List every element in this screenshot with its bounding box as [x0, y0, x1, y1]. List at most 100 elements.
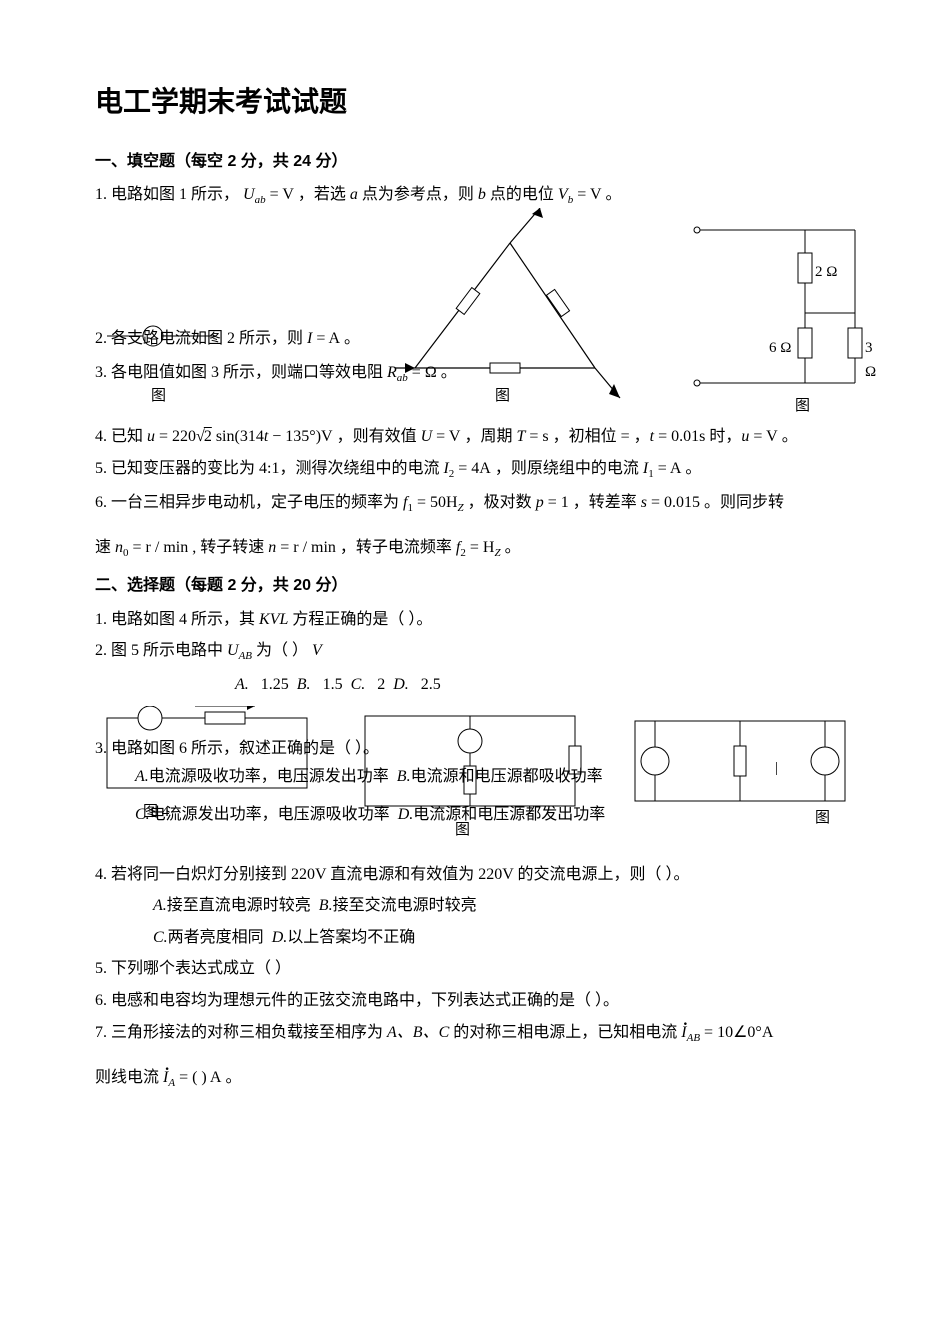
q4-mid4: ，初相位 = ， [553, 428, 650, 445]
q5-eq2: = A [654, 460, 682, 477]
mc4-D: D. [272, 929, 288, 946]
mc-question-2: 2. 图 5 所示电路中 UAB 为（ ） V [95, 638, 865, 666]
mc4-opts-1: A.接至直流电源时较亮 B.接至交流电源时较亮 [153, 893, 865, 919]
q6-hz2: Z [494, 548, 500, 560]
mc3-C: C. [135, 806, 150, 823]
mc2-C: C. [351, 676, 366, 693]
question-6: 6. 一台三相异步电动机，定子电压的频率为 f1 = 50HZ ，极对数 p =… [95, 490, 865, 518]
q4-mid3: ，周期 [464, 428, 516, 445]
q6-mid2: ，转差率 [573, 494, 641, 511]
q1-mid3: 点的电位 [490, 186, 558, 203]
q1-mid2: 点为参考点，则 [362, 186, 478, 203]
mc-question-1: 1. 电路如图 4 所示，其 KVL 方程正确的是（ ）。 [95, 607, 865, 633]
q1-vb-eq: = V [573, 186, 601, 203]
mc2-valC: 2 [377, 676, 385, 693]
mc4-B: B. [319, 897, 333, 914]
mc7-t2: 的对称三相电源上，已知相电流 [449, 1024, 681, 1041]
q6-p: p [536, 494, 544, 511]
q1-eq-v: = V [266, 186, 294, 203]
mc2-options: A. 1.25 B. 1.5 C. 2 D. 2.5 [235, 672, 865, 698]
q5-end: 。 [685, 460, 701, 477]
q6-mid5: ，转子电流频率 [340, 539, 456, 556]
figure-2-svg [395, 208, 625, 408]
question-6-line2: 速 n0 = r / min , 转子转速 n = r / min ，转子电流频… [95, 535, 865, 563]
mc7-abc: A、B、C [387, 1024, 449, 1041]
q4-mid: − 135°)V [268, 428, 332, 445]
fig3-r2: 6 Ω [769, 336, 791, 360]
mc1-t1: 1. 电路如图 4 所示，其 [95, 611, 259, 628]
mc3-B: B. [397, 768, 411, 785]
q1-sub-ab: ab [255, 195, 266, 207]
mc4-Ctxt: 两者亮度相同 [168, 929, 264, 946]
q1-vb: V [558, 186, 568, 203]
mc4-Atxt: 接至直流电源时较亮 [167, 897, 311, 914]
mc3-D: D. [398, 806, 414, 823]
fig3-r1: 2 Ω [815, 260, 837, 284]
mc3-text: 3. 电路如图 6 所示，叙述正确的是（ ）。 [95, 740, 379, 757]
q2-end: 。 [340, 330, 360, 347]
q6-eqf: = 50H [413, 494, 458, 511]
mc3-options-line2: C.电流源发出功率，电压源吸收功率 D.电流源和电压源都发出功率 [135, 802, 855, 828]
mc4-C: C. [153, 929, 168, 946]
mc2-valD: 2.5 [421, 676, 441, 693]
mc3-A: A. [135, 768, 149, 785]
q4-eqT: = s [525, 428, 548, 445]
q4-end: 。 [782, 428, 798, 445]
mc4-A: A. [153, 897, 167, 914]
mc7-eq2: = ( ) A [175, 1069, 221, 1086]
figure-3: 2 Ω 6 Ω 3 Ω 图 [685, 218, 875, 417]
q4-eqU: = V [432, 428, 460, 445]
section-2-heading: 二、选择题（每题 2 分，共 20 分） [95, 573, 865, 599]
mc2-t1: 2. 图 5 所示电路中 [95, 642, 227, 659]
q6-end: 。 [505, 539, 521, 556]
mc7-l2: 则线电流 [95, 1069, 163, 1086]
figure-1: 2. 各支路电流如图 2 所示，则 I = A 。 3. 各电阻值如图 3 所示… [95, 218, 365, 417]
mc-question-7-line2: 则线电流 IA = ( ) A 。 [95, 1065, 865, 1093]
mc2-usub: AB [239, 650, 252, 662]
q4-equ2: = V [749, 428, 777, 445]
q1-var-u: U [243, 186, 255, 203]
question-2: 2. 各支路电流如图 2 所示，则 I = A 。 [95, 326, 415, 352]
mc2-D: D. [393, 676, 409, 693]
q6-eqs: = 0.015 [647, 494, 700, 511]
q6-eqf2: = H [466, 539, 495, 556]
q6-eqp: = 1 [544, 494, 569, 511]
q4-eq1: = 220 [159, 428, 196, 445]
q4-eqt2: = 0.01s [654, 428, 705, 445]
mc4-Dtxt: 以上答案均不正确 [287, 929, 415, 946]
page-title: 电工学期末考试试题 [95, 80, 865, 125]
q6-hz: Z [458, 502, 464, 514]
question-4: 4. 已知 u = 220√2 sin(314t − 135°)V ，则有效值 … [95, 424, 865, 450]
mc7-eq: = 10∠0°A [700, 1024, 773, 1041]
figure-row-1: 2. 各支路电流如图 2 所示，则 I = A 。 3. 各电阻值如图 3 所示… [95, 218, 865, 418]
q4-U: U [421, 428, 433, 445]
mc4-text: 4. 若将同一白炽灯分别接到 220V 直流电源和有效值为 220V 的交流电源… [95, 866, 690, 883]
q4-root: √2 [196, 428, 212, 445]
mc7-end: 。 [225, 1069, 241, 1086]
q6-eqn: = r / min [276, 539, 336, 556]
mc-question-4: 4. 若将同一白炽灯分别接到 220V 直流电源和有效值为 220V 的交流电源… [95, 862, 865, 888]
mc4-Btxt: 接至交流电源时较亮 [333, 897, 477, 914]
q6-n0: n [115, 539, 123, 556]
q6-mid1: ，极对数 [468, 494, 536, 511]
q4-mid5: 时， [709, 428, 741, 445]
mc3-Ctxt: 电流源发出功率，电压源吸收功率 [150, 806, 390, 823]
mc3-Dtxt: 电流源和电压源都发出功率 [413, 806, 605, 823]
mc2-t2: 为（ ） [252, 642, 308, 659]
mc3-Atxt: 电流源吸收功率，电压源发出功率 [149, 768, 389, 785]
mc-question-7: 7. 三角形接法的对称三相负载接至相序为 A、B、C 的对称三相电源上，已知相电… [95, 1020, 865, 1048]
q5-eq1: = 4A [454, 460, 491, 477]
mc2-B: B. [297, 676, 311, 693]
q6-pre: 6. 一台三相异步电动机，定子电压的频率为 [95, 494, 403, 511]
mc1-t2: 方程正确的是（ ）。 [288, 611, 432, 628]
q4-mid2: ，则有效值 [337, 428, 421, 445]
mc-question-5: 5. 下列哪个表达式成立（ ） [95, 956, 865, 982]
q1-end: 。 [606, 186, 622, 203]
q1-text: 1. 电路如图 1 所示， [95, 186, 239, 203]
mc7-iab: I [681, 1024, 686, 1041]
q5-pre: 5. 已知变压器的变比为 4:1，测得次绕组中的电流 [95, 460, 443, 477]
mc7-t1: 7. 三角形接法的对称三相负载接至相序为 [95, 1024, 387, 1041]
figure-3-svg [685, 218, 875, 408]
q4-sin: sin(314 [212, 428, 264, 445]
mc2-valB: 1.5 [323, 676, 343, 693]
